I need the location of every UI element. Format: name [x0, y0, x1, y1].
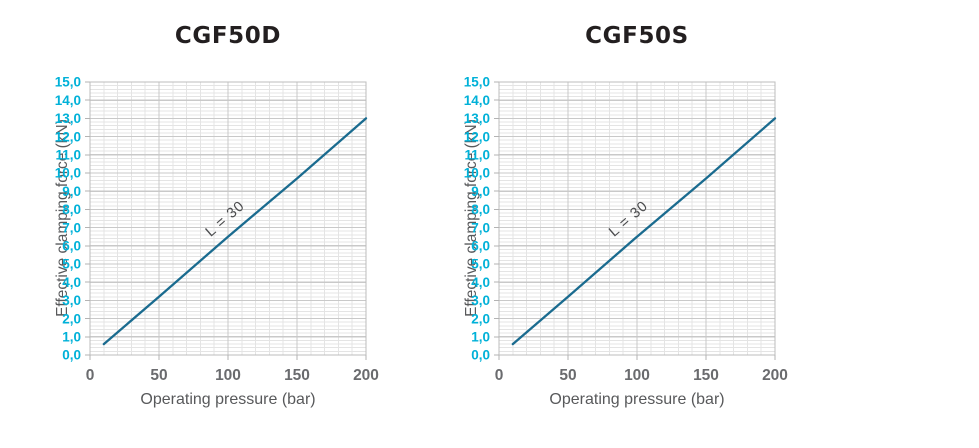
x-tick-label: 150 — [284, 367, 310, 384]
x-tick-label: 50 — [559, 367, 576, 384]
y-tick-label: 15,0 — [464, 75, 490, 90]
chart-cgf50d: CGF50D Effective clamping force (kN) 15,… — [20, 20, 420, 440]
y-tick-label: 13,0 — [55, 111, 81, 126]
grid — [89, 81, 367, 356]
plot-area-cgf50s: 15,0 14,0 13,0 12,0 11,0 10,0 9,0 8,0 7,0 6,0 5,0 4… — [464, 75, 788, 384]
y-tick-label: 0,0 — [471, 348, 490, 363]
x-tick-label: 200 — [353, 367, 379, 384]
x-tick-label: 100 — [624, 367, 650, 384]
chart-title-cgf50s: CGF50S — [585, 23, 689, 49]
plot-area-cgf50d: 15,0 14,0 13,0 12,0 11,0 10,0 9,0 8,0 7,0 6,0 5,0 4… — [55, 75, 379, 384]
x-tick-label: 100 — [215, 367, 241, 384]
y-tick-label: 10,0 — [55, 166, 81, 181]
grid — [498, 81, 776, 356]
y-tick-label: 14,0 — [55, 93, 81, 108]
y-tick-label: 0,0 — [62, 348, 81, 363]
axis-tick-marks — [494, 81, 776, 360]
axis-tick-marks — [85, 81, 367, 360]
x-axis-label-cgf50s: Operating pressure (bar) — [549, 391, 725, 408]
series-line-L=30 — [511, 117, 777, 346]
y-tick-label: 4,0 — [62, 275, 81, 290]
x-tick-label: 150 — [693, 367, 719, 384]
y-tick-label: 4,0 — [471, 275, 490, 290]
series-annotation: L = 30 — [606, 198, 651, 240]
x-tick-labels: 0 50 100 150 200 — [495, 367, 788, 384]
x-tick-labels: 0 50 100 150 200 — [86, 367, 379, 384]
y-tick-label: 10,0 — [464, 166, 490, 181]
y-tick-labels: 15,0 14,0 13,0 12,0 11,0 10,0 9,0 8,0 7,0 6,0 5,0 4… — [55, 75, 81, 363]
y-tick-label: 8,0 — [62, 202, 81, 217]
y-tick-label: 2,0 — [62, 311, 81, 326]
chart-title-cgf50d: CGF50D — [174, 23, 282, 49]
y-tick-label: 7,0 — [62, 220, 81, 235]
y-tick-label: 12,0 — [464, 129, 490, 144]
y-tick-label: 6,0 — [62, 239, 81, 254]
y-tick-label: 12,0 — [55, 129, 81, 144]
chart-cgf50s: CGF50S Effective clamping force (kN) 15,… — [429, 20, 829, 440]
y-tick-label: 8,0 — [471, 202, 490, 217]
y-tick-label: 11,0 — [55, 148, 81, 163]
x-tick-label: 0 — [495, 367, 504, 384]
series-annotation: L = 30 — [203, 198, 248, 240]
y-tick-label: 13,0 — [464, 111, 490, 126]
y-tick-label: 6,0 — [471, 239, 490, 254]
y-tick-label: 11,0 — [464, 148, 490, 163]
y-tick-label: 15,0 — [55, 75, 81, 90]
y-tick-label: 5,0 — [62, 257, 81, 272]
y-tick-label: 9,0 — [62, 184, 81, 199]
y-tick-label: 1,0 — [471, 330, 490, 345]
y-tick-label: 2,0 — [471, 311, 490, 326]
y-tick-label: 7,0 — [471, 220, 490, 235]
y-tick-label: 9,0 — [471, 184, 490, 199]
y-tick-label: 14,0 — [464, 93, 490, 108]
series-line-L=30 — [102, 117, 368, 346]
y-tick-label: 3,0 — [471, 293, 490, 308]
x-tick-label: 200 — [762, 367, 788, 384]
y-tick-label: 5,0 — [471, 257, 490, 272]
x-tick-label: 50 — [150, 367, 167, 384]
x-tick-label: 0 — [86, 367, 95, 384]
y-tick-labels: 15,0 14,0 13,0 12,0 11,0 10,0 9,0 8,0 7,0 6,0 5,0 4… — [464, 75, 490, 363]
x-axis-label-cgf50d: Operating pressure (bar) — [140, 391, 316, 408]
y-tick-label: 1,0 — [62, 330, 81, 345]
y-tick-label: 3,0 — [62, 293, 81, 308]
